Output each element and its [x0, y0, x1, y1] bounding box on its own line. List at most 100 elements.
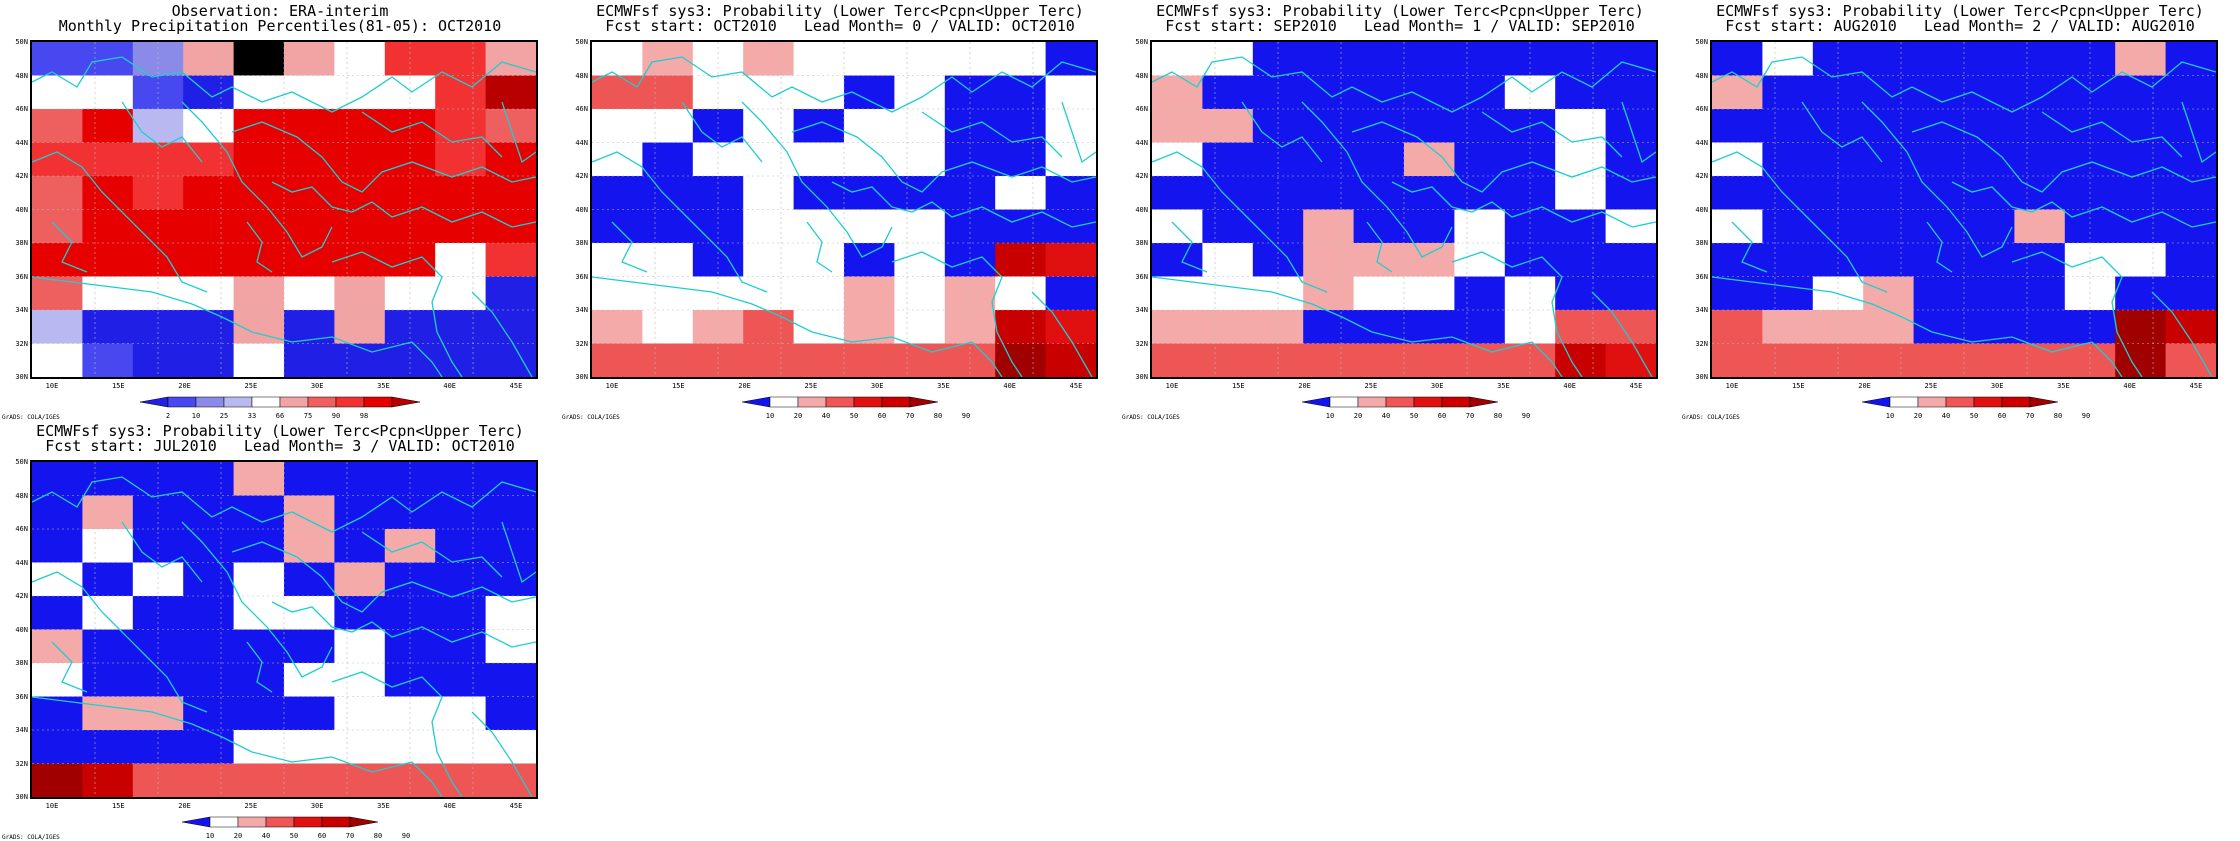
coastline — [471, 711, 533, 797]
lon-tick-label: 35E — [377, 382, 390, 390]
grid-cell — [1404, 176, 1455, 210]
lon-tick-label: 45E — [1629, 382, 1643, 390]
grid-cell — [82, 730, 134, 764]
colorbar-swatch — [1357, 396, 1387, 408]
grid-cell — [233, 276, 285, 311]
grid-cell — [2115, 310, 2167, 344]
lat-tick-label: 38N — [575, 239, 588, 247]
grid-cell — [1353, 142, 1405, 177]
lat-tick-label: 46N — [1135, 105, 1148, 113]
grid-cell — [233, 109, 285, 143]
lon-tick-label: 15E — [111, 382, 125, 390]
grid-cell — [1712, 243, 1763, 277]
grid-cell — [1964, 176, 2015, 210]
grid-cell — [844, 109, 895, 143]
colorbar-label: 40 — [1941, 412, 1951, 420]
coastline — [592, 151, 768, 293]
credit-text: GrADS: COLA/IGES — [2, 834, 60, 841]
lat-tick-label: 40N — [575, 205, 588, 214]
map-area — [590, 40, 1098, 379]
grid-cell — [334, 696, 386, 731]
grid-cell — [435, 142, 487, 177]
colorbar-swatch — [279, 396, 309, 408]
grid-cell — [183, 529, 235, 563]
grid-cell — [894, 142, 946, 177]
grid-cell — [435, 763, 487, 797]
grid-cell — [1045, 243, 1096, 277]
grid-cell — [1152, 75, 1203, 110]
panel-subtitle: Fcst start: AUG2010 Lead Month= 2 / VALI… — [1725, 17, 2195, 35]
coastline — [32, 276, 413, 353]
lat-tick-label: 42N — [15, 172, 28, 180]
colorbar-swatch — [293, 816, 323, 828]
map-area — [30, 460, 538, 799]
coastline — [611, 221, 648, 273]
lon-tick-label: 15E — [1791, 382, 1805, 390]
colorbar-swatch — [237, 816, 267, 828]
lat-tick-label: 36N — [1695, 272, 1708, 281]
lat-tick-label: 44N — [575, 138, 588, 147]
map-area — [1150, 40, 1658, 379]
coastline — [32, 571, 208, 713]
colorbar-swatch — [307, 396, 337, 408]
coastline — [806, 221, 833, 273]
grid-cell — [844, 142, 895, 177]
grid-cell — [2115, 142, 2167, 177]
grid-cell — [435, 730, 487, 764]
grid-cell — [82, 663, 134, 697]
credit-text: GrADS: COLA/IGES — [1122, 414, 1180, 421]
grid-cell — [592, 142, 643, 177]
grid-cell — [334, 495, 386, 530]
grid-cell — [1202, 276, 1254, 311]
grid-cell — [82, 763, 134, 797]
grid-cell — [1353, 243, 1405, 277]
lat-tick-label: 44N — [1695, 138, 1708, 147]
grid-cell — [435, 629, 487, 664]
grid-cell — [32, 176, 83, 210]
grid-cell — [32, 42, 83, 76]
grid-cell — [1303, 109, 1355, 143]
colorbar-swatch — [1917, 396, 1947, 408]
colorbar-swatch — [2029, 396, 2059, 408]
grid-cell — [1863, 176, 1915, 210]
grid-cell — [1863, 343, 1915, 377]
grid-cell — [1863, 243, 1915, 277]
colorbar-swatch — [769, 396, 799, 408]
grid-cell — [1913, 42, 1965, 76]
grid-cell — [2165, 42, 2216, 76]
lat-tick-label: 32N — [15, 339, 28, 348]
lon-tick-label: 25E — [804, 382, 818, 390]
colorbar-label: 20 — [1913, 412, 1923, 420]
grid-cell — [1555, 142, 1607, 177]
lon-tick-label: 10E — [605, 382, 619, 390]
grid-cell — [435, 562, 487, 597]
grid-cell — [82, 209, 134, 244]
grid-cell — [183, 276, 235, 311]
lat-tick-label: 50N — [1135, 38, 1148, 46]
coastline — [1061, 101, 1096, 164]
grid-cell — [284, 310, 335, 344]
grid-cell — [793, 42, 845, 76]
lon-tick-label: 20E — [178, 802, 191, 810]
grid-cell — [1152, 209, 1203, 244]
lon-tick-label: 45E — [1069, 382, 1083, 390]
grid-cell — [1404, 209, 1455, 244]
grid-cell — [334, 310, 386, 344]
grid-cell — [435, 343, 487, 377]
colorbar-swatch — [181, 816, 211, 828]
map-panel-3: ECMWFsf sys3: Probability (Lower Terc<Pc… — [1680, 0, 2240, 421]
grid-cell — [1404, 310, 1455, 344]
coastline — [2041, 111, 2183, 158]
grid-cell — [2014, 343, 2066, 377]
grid-cell — [1863, 310, 1915, 344]
coastline — [2091, 341, 2123, 377]
grid-cell — [485, 109, 536, 143]
colorbar-label: 70 — [2025, 412, 2035, 420]
colorbar-swatch — [881, 396, 911, 408]
grid-cell — [894, 276, 946, 311]
grid-cell — [1762, 109, 1814, 143]
lat-tick-label: 34N — [1695, 306, 1708, 314]
grid-cell — [1605, 276, 1656, 311]
coastline — [331, 251, 463, 377]
lat-tick-label: 40N — [1695, 205, 1708, 214]
